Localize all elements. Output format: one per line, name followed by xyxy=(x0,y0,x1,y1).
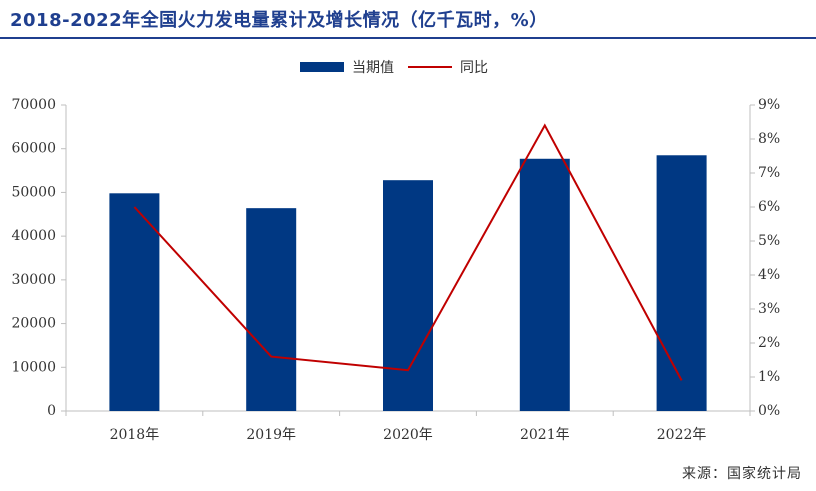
bar xyxy=(519,158,570,411)
bar xyxy=(383,180,433,411)
legend-item-bar: 当期值 xyxy=(300,57,394,77)
legend-item-line: 同比 xyxy=(408,57,488,77)
right-axis-tick-label: 1% xyxy=(758,369,780,385)
left-axis-tick-label: 50000 xyxy=(11,184,56,200)
left-axis-tick-label: 40000 xyxy=(11,228,56,244)
left-axis-tick-label: 20000 xyxy=(11,316,56,332)
x-axis-tick-label: 2018年 xyxy=(110,427,160,443)
legend-bar-swatch xyxy=(300,62,344,72)
chart-legend: 当期值 同比 xyxy=(300,57,488,77)
x-axis-tick-label: 2020年 xyxy=(383,427,433,443)
chart-title: 2018-2022年全国火力发电量累计及增长情况（亿千瓦时，%） xyxy=(10,10,548,31)
right-axis-tick-label: 0% xyxy=(758,403,780,419)
right-axis-tick-label: 3% xyxy=(758,301,780,317)
right-axis-tick-label: 5% xyxy=(758,233,780,249)
left-axis-tick-label: 30000 xyxy=(11,272,56,288)
legend-line-swatch xyxy=(408,66,452,68)
left-axis-tick-label: 10000 xyxy=(11,359,56,375)
left-axis-tick-label: 0 xyxy=(47,403,56,419)
right-axis-tick-label: 8% xyxy=(758,131,780,147)
right-axis-tick-label: 2% xyxy=(758,335,780,351)
legend-line-label: 同比 xyxy=(460,60,488,76)
right-axis-tick-label: 9% xyxy=(758,97,780,113)
bar xyxy=(109,193,160,411)
source-note: 来源：国家统计局 xyxy=(682,466,802,482)
bar xyxy=(656,155,707,411)
left-axis-tick-label: 70000 xyxy=(11,97,56,113)
x-axis-tick-label: 2019年 xyxy=(246,427,296,443)
right-axis-tick-label: 6% xyxy=(758,199,780,215)
right-axis-tick-label: 4% xyxy=(758,267,780,283)
x-axis-tick-label: 2022年 xyxy=(657,427,707,443)
legend-bar-label: 当期值 xyxy=(352,60,394,76)
x-axis-tick-label: 2021年 xyxy=(520,427,570,443)
right-axis-tick-label: 7% xyxy=(758,165,780,181)
bar xyxy=(246,208,297,411)
title-underline xyxy=(0,37,816,39)
left-axis-tick-label: 60000 xyxy=(11,141,56,157)
